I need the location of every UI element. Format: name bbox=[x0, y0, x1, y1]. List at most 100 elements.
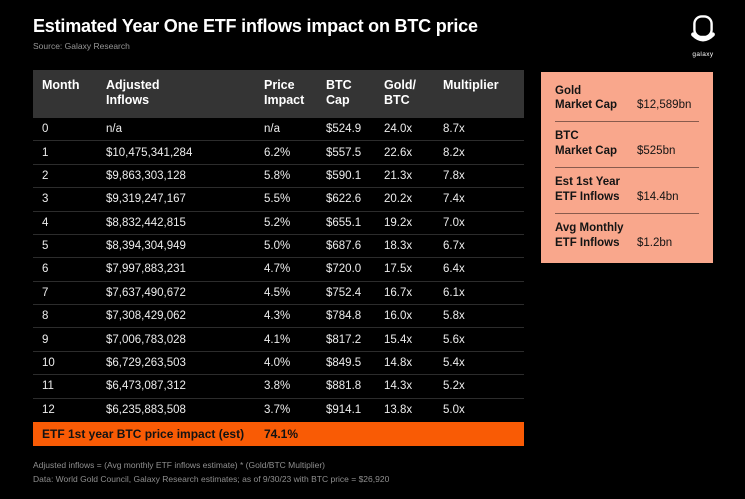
cell-adjusted-inflows: $6,235,883,508 bbox=[106, 404, 186, 417]
footnote-source: Data: World Gold Council, Galaxy Researc… bbox=[33, 473, 390, 484]
cell-btc-cap: $687.6 bbox=[326, 240, 362, 253]
stat-label: Gold Market Cap bbox=[555, 84, 617, 112]
cell-adjusted-inflows: $10,475,341,284 bbox=[106, 146, 193, 159]
col-header-gold-btc: Gold/BTC bbox=[384, 78, 416, 108]
cell-price-impact: 4.3% bbox=[264, 310, 291, 323]
cell-price-impact: 5.0% bbox=[264, 240, 291, 253]
col-header-multiplier: Multiplier bbox=[443, 78, 499, 92]
cell-multiplier: 8.7x bbox=[443, 123, 465, 136]
cell-price-impact: 3.7% bbox=[264, 404, 291, 417]
table-header-row: Month Adjusted Inflows Price Impact BTC Cap… bbox=[33, 70, 524, 118]
cell-price-impact: 3.8% bbox=[264, 380, 291, 393]
cell-multiplier: 5.0x bbox=[443, 404, 465, 417]
cell-month: 6 bbox=[42, 263, 49, 276]
cell-btc-cap: $817.2 bbox=[326, 333, 362, 346]
table-body: 0 n/a n/a $524.9 24.0x 8.7x 1 $10,475,34… bbox=[33, 118, 524, 422]
page-title: Estimated Year One ETF inflows impact on… bbox=[33, 16, 478, 36]
table-row: 2 $9,863,303,128 5.8% $590.1 21.3x 7.8x bbox=[33, 165, 524, 189]
cell-multiplier: 7.8x bbox=[443, 169, 465, 182]
table-row: 10 $6,729,263,503 4.0% $849.5 14.8x 5.4x bbox=[33, 352, 524, 376]
cell-price-impact: 4.0% bbox=[264, 356, 291, 369]
col-header-adjusted-inflows: Adjusted Inflows bbox=[106, 78, 160, 108]
cell-gold-btc: 13.8x bbox=[384, 404, 413, 417]
cell-month: 10 bbox=[42, 356, 55, 369]
total-row-value: 74.1% bbox=[264, 426, 299, 441]
cell-btc-cap: $881.8 bbox=[326, 380, 362, 393]
table-row: 11 $6,473,087,312 3.8% $881.8 14.3x 5.2x bbox=[33, 375, 524, 399]
title-block: Estimated Year One ETF inflows impact on… bbox=[33, 16, 478, 51]
table-row: 1 $10,475,341,284 6.2% $557.5 22.6x 8.2x bbox=[33, 141, 524, 165]
total-row-label: ETF 1st year BTC price impact (est) bbox=[42, 426, 245, 441]
cell-multiplier: 6.7x bbox=[443, 240, 465, 253]
etf-impact-table: Month Adjusted Inflows Price Impact BTC Cap… bbox=[33, 70, 524, 446]
footnotes: Adjusted inflows = (Avg monthly ETF infl… bbox=[33, 459, 389, 486]
cell-multiplier: 8.2x bbox=[443, 146, 465, 159]
cell-gold-btc: 24.0x bbox=[384, 123, 413, 136]
cell-adjusted-inflows: $9,319,247,167 bbox=[106, 193, 186, 206]
cell-month: 2 bbox=[42, 169, 49, 182]
cell-month: 8 bbox=[42, 310, 49, 323]
footnote-formula: Adjusted inflows = (Avg monthly ETF infl… bbox=[33, 460, 326, 470]
table-row: 0 n/a n/a $524.9 24.0x 8.7x bbox=[33, 118, 524, 142]
cell-btc-cap: $720.0 bbox=[326, 263, 362, 276]
cell-adjusted-inflows: $7,997,883,231 bbox=[106, 263, 186, 276]
col-header-price-impact: Price Impact bbox=[264, 78, 305, 108]
cell-btc-cap: $914.1 bbox=[326, 404, 362, 417]
cell-gold-btc: 16.7x bbox=[384, 286, 413, 299]
col-header-month: Month bbox=[42, 78, 80, 92]
cell-adjusted-inflows: $7,637,490,672 bbox=[106, 286, 186, 299]
logo-wordmark: galaxy bbox=[692, 51, 714, 58]
table-row: 7 $7,637,490,672 4.5% $752.4 16.7x 6.1x bbox=[33, 282, 524, 305]
cell-price-impact: 6.2% bbox=[264, 146, 291, 159]
cell-multiplier: 5.6x bbox=[443, 333, 465, 346]
cell-price-impact: 5.5% bbox=[264, 193, 291, 206]
cell-multiplier: 5.8x bbox=[443, 310, 465, 323]
cell-multiplier: 6.4x bbox=[443, 263, 465, 276]
cell-multiplier: 6.1x bbox=[443, 286, 465, 299]
stat-value: $14.4bn bbox=[637, 191, 679, 204]
stat-label: BTC Market Cap bbox=[555, 130, 617, 158]
cell-price-impact: 5.2% bbox=[264, 216, 291, 229]
stat-item-gold-market-cap: Gold Market Cap $12,589bn bbox=[555, 76, 699, 122]
cell-month: 5 bbox=[42, 240, 49, 253]
cell-adjusted-inflows: $8,394,304,949 bbox=[106, 240, 186, 253]
stat-value: $525bn bbox=[637, 145, 676, 158]
cell-adjusted-inflows: $6,473,087,312 bbox=[106, 380, 186, 393]
table-row: 12 $6,235,883,508 3.7% $914.1 13.8x 5.0x bbox=[33, 399, 524, 422]
cell-price-impact: n/a bbox=[264, 123, 280, 136]
cell-month: 0 bbox=[42, 123, 49, 136]
stat-value: $12,589bn bbox=[637, 99, 692, 112]
cell-month: 7 bbox=[42, 286, 49, 299]
cell-month: 4 bbox=[42, 216, 49, 229]
cell-adjusted-inflows: $7,006,783,028 bbox=[106, 333, 186, 346]
cell-adjusted-inflows: $9,863,303,128 bbox=[106, 169, 186, 182]
cell-btc-cap: $590.1 bbox=[326, 169, 362, 182]
col-header-btc-cap: BTC Cap bbox=[326, 78, 352, 108]
table-row: 4 $8,832,442,815 5.2% $655.1 19.2x 7.0x bbox=[33, 212, 524, 235]
cell-month: 12 bbox=[42, 404, 55, 417]
cell-gold-btc: 17.5x bbox=[384, 263, 413, 276]
cell-adjusted-inflows: $6,729,263,503 bbox=[106, 356, 186, 369]
cell-month: 11 bbox=[42, 380, 54, 393]
table-row: 6 $7,997,883,231 4.7% $720.0 17.5x 6.4x bbox=[33, 258, 524, 282]
cell-multiplier: 5.2x bbox=[443, 380, 465, 393]
cell-btc-cap: $622.6 bbox=[326, 193, 362, 206]
galaxy-logo: galaxy bbox=[681, 15, 725, 58]
table-row: 8 $7,308,429,062 4.3% $784.8 16.0x 5.8x bbox=[33, 305, 524, 329]
table-row: 3 $9,319,247,167 5.5% $622.6 20.2x 7.4x bbox=[33, 188, 524, 212]
cell-price-impact: 4.7% bbox=[264, 263, 291, 276]
cell-gold-btc: 16.0x bbox=[384, 310, 413, 323]
cell-price-impact: 4.5% bbox=[264, 286, 291, 299]
cell-gold-btc: 19.2x bbox=[384, 216, 413, 229]
cell-multiplier: 7.4x bbox=[443, 193, 465, 206]
table-row: 9 $7,006,783,028 4.1% $817.2 15.4x 5.6x bbox=[33, 328, 524, 352]
cell-month: 9 bbox=[42, 333, 49, 346]
cell-month: 3 bbox=[42, 193, 49, 206]
cell-price-impact: 5.8% bbox=[264, 169, 291, 182]
cell-btc-cap: $557.5 bbox=[326, 146, 362, 159]
source-label: Source: Galaxy Research bbox=[33, 40, 130, 51]
stat-item-est-first-year-inflows: Est 1st Year ETF Inflows $14.4bn bbox=[555, 168, 699, 214]
stats-panel: Gold Market Cap $12,589bn BTC Market Cap… bbox=[541, 72, 713, 263]
cell-gold-btc: 14.8x bbox=[384, 356, 413, 369]
